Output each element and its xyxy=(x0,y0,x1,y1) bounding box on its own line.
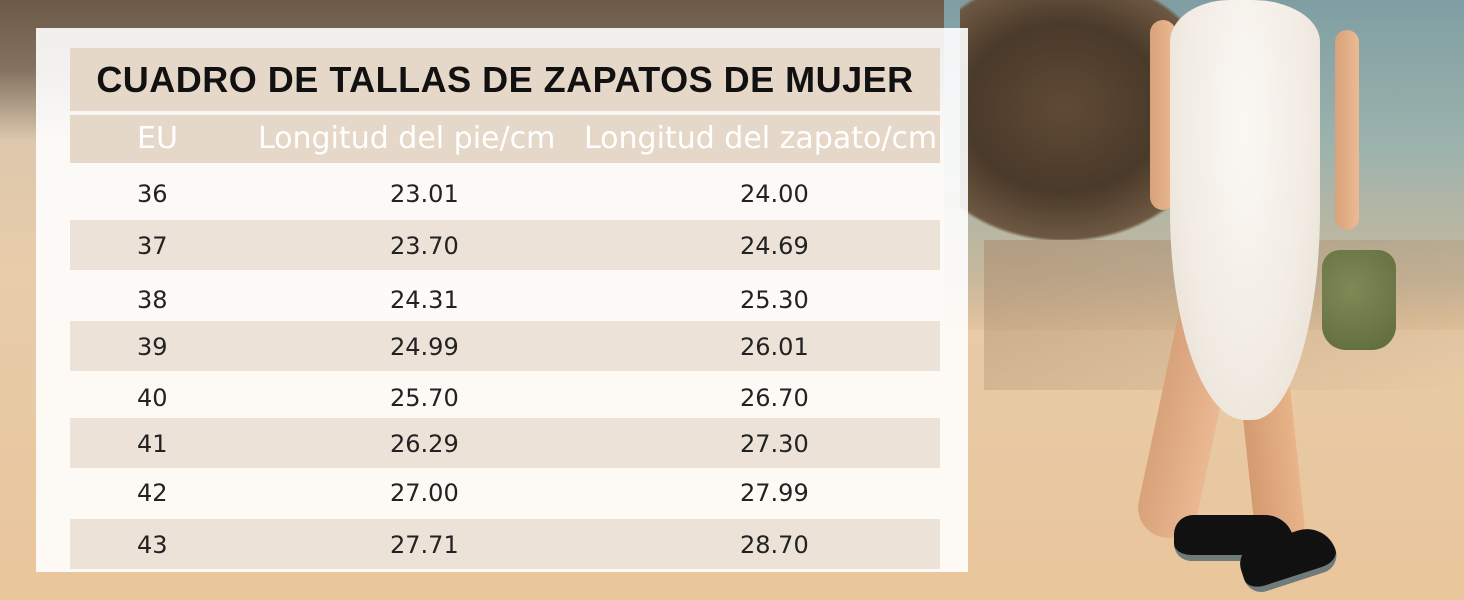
table-row: 41 26.29 27.30 xyxy=(70,418,940,468)
cell-eu-size: 42 xyxy=(137,479,168,507)
table-row: 39 24.99 26.01 xyxy=(70,321,940,371)
cell-foot-length: 25.70 xyxy=(390,384,459,412)
cell-foot-length: 27.71 xyxy=(390,531,459,559)
cell-foot-length: 23.70 xyxy=(390,232,459,260)
table-row: 36 23.01 24.00 xyxy=(70,168,940,218)
cell-shoe-length: 27.30 xyxy=(740,430,809,458)
straw-bag xyxy=(1322,250,1396,350)
cell-shoe-length: 27.99 xyxy=(740,479,809,507)
table-row: 37 23.70 24.69 xyxy=(70,220,940,270)
cell-shoe-length: 26.70 xyxy=(740,384,809,412)
cell-foot-length: 24.99 xyxy=(390,333,459,361)
woman-walking-figure xyxy=(1130,0,1396,600)
cell-foot-length: 24.31 xyxy=(390,286,459,314)
right-arm xyxy=(1335,30,1359,230)
table-row: 40 25.70 26.70 xyxy=(70,372,940,422)
table-header-row: EU Longitud del pie/cm Longitud del zapa… xyxy=(70,115,940,163)
cell-eu-size: 37 xyxy=(137,232,168,260)
cell-eu-size: 36 xyxy=(137,180,168,208)
cell-eu-size: 39 xyxy=(137,333,168,361)
cell-shoe-length: 24.00 xyxy=(740,180,809,208)
size-chart-title-bar: CUADRO DE TALLAS DE ZAPATOS DE MUJER xyxy=(70,48,940,111)
cell-shoe-length: 28.70 xyxy=(740,531,809,559)
table-row: 38 24.31 25.30 xyxy=(70,274,940,324)
column-header-shoe-length: Longitud del zapato/cm xyxy=(584,121,938,156)
cell-foot-length: 26.29 xyxy=(390,430,459,458)
cell-eu-size: 38 xyxy=(137,286,168,314)
table-row: 43 27.71 28.70 xyxy=(70,519,940,569)
cell-eu-size: 43 xyxy=(137,531,168,559)
table-row: 42 27.00 27.99 xyxy=(70,467,940,517)
cell-shoe-length: 26.01 xyxy=(740,333,809,361)
cell-shoe-length: 24.69 xyxy=(740,232,809,260)
size-chart-title: CUADRO DE TALLAS DE ZAPATOS DE MUJER xyxy=(96,58,914,100)
column-header-eu: EU xyxy=(137,121,178,156)
cell-eu-size: 40 xyxy=(137,384,168,412)
cell-shoe-length: 25.30 xyxy=(740,286,809,314)
cell-eu-size: 41 xyxy=(137,430,168,458)
cell-foot-length: 23.01 xyxy=(390,180,459,208)
white-dress xyxy=(1170,0,1320,420)
column-header-foot-length: Longitud del pie/cm xyxy=(258,121,556,156)
cell-foot-length: 27.00 xyxy=(390,479,459,507)
